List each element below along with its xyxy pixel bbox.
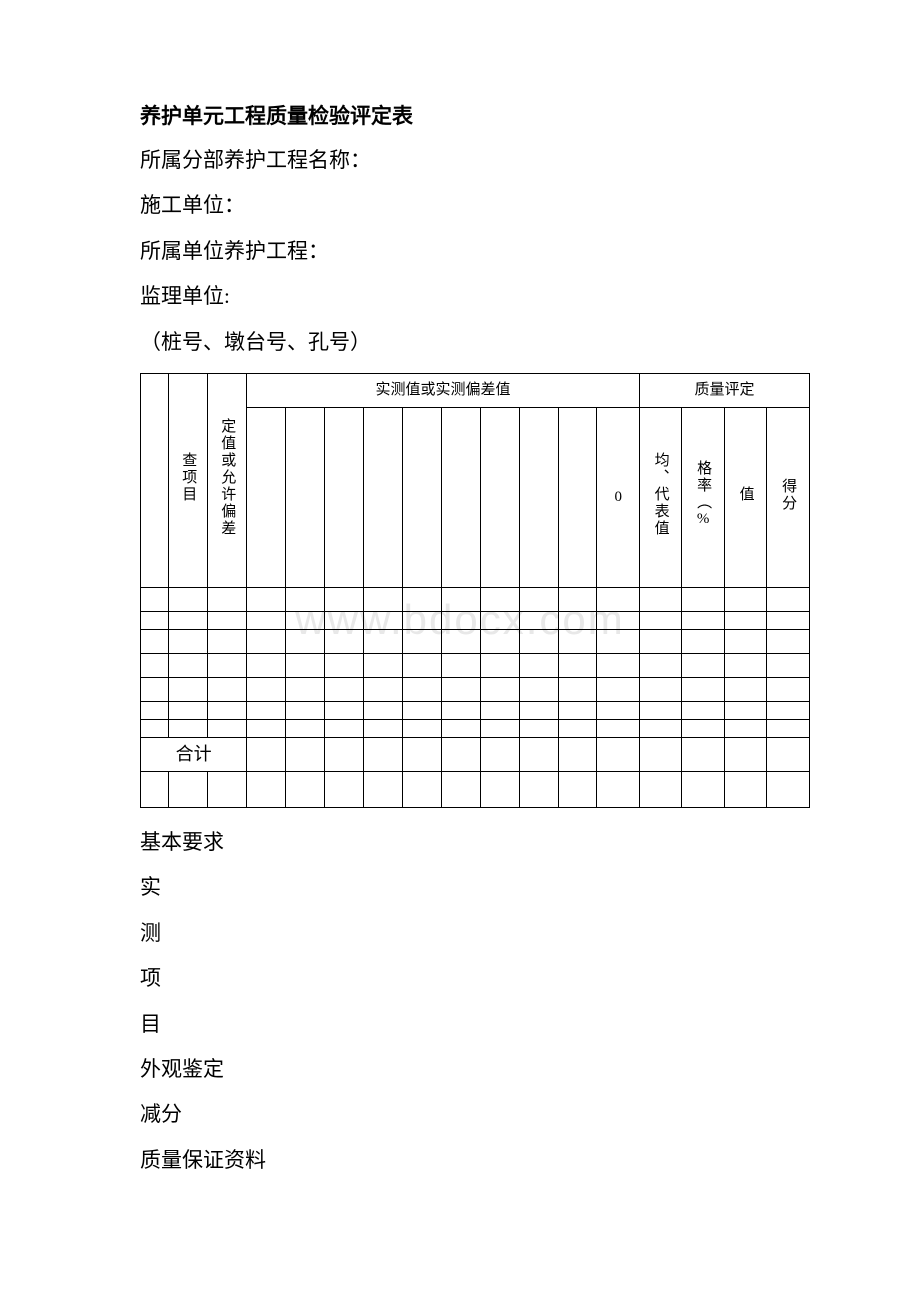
- col-header-allowance: 定值或允许偏差: [218, 418, 236, 537]
- label-ce: 测: [140, 919, 810, 948]
- table-row: [141, 677, 810, 701]
- table-total-row: 合计: [141, 737, 810, 771]
- label-mu: 目: [140, 1010, 810, 1039]
- col-header-item: 查项目: [179, 452, 197, 503]
- label-xiang: 项: [140, 964, 810, 993]
- document-content: 养护单元工程质量检验评定表 所属分部养护工程名称： 施工单位： 所属单位养护工程…: [140, 100, 810, 1175]
- table-header-row-1: 查项目 定值或允许偏差 实测值或实测偏差值 质量评定: [141, 373, 810, 407]
- table-row: [141, 611, 810, 629]
- col-header-value: 值: [737, 486, 755, 503]
- table-row: [141, 629, 810, 653]
- table-row: [141, 719, 810, 737]
- label-basic-req: 基本要求: [140, 828, 810, 857]
- table-row: [141, 771, 810, 807]
- cell-zero: 0: [597, 407, 639, 587]
- bottom-list: 基本要求 实 测 项 目 外观鉴定 减分 质量保证资料: [140, 828, 810, 1175]
- total-label: 合计: [141, 737, 247, 771]
- page-title: 养护单元工程质量检验评定表: [140, 100, 810, 130]
- col-header-measured: 实测值或实测偏差值: [247, 373, 640, 407]
- field-construction-unit: 施工单位：: [140, 191, 810, 220]
- field-maintenance-project: 所属单位养护工程：: [140, 237, 810, 266]
- table-row: [141, 701, 810, 719]
- label-deduction: 减分: [140, 1100, 810, 1129]
- field-pile-numbers: （桩号、墩台号、孔号）: [140, 328, 810, 357]
- label-shi: 实: [140, 873, 810, 902]
- label-quality-assurance: 质量保证资料: [140, 1146, 810, 1175]
- table-row: [141, 587, 810, 611]
- table-row: [141, 653, 810, 677]
- field-project-name: 所属分部养护工程名称：: [140, 146, 810, 175]
- label-appearance: 外观鉴定: [140, 1055, 810, 1084]
- col-header-rate: 格率（%: [694, 460, 712, 529]
- evaluation-table-wrap: 查项目 定值或允许偏差 实测值或实测偏差值 质量评定 0 均、代表值 格率（% …: [140, 373, 810, 808]
- col-header-avg: 均、代表值: [652, 452, 670, 537]
- field-supervision-unit: 监理单位:: [140, 282, 810, 311]
- col-header-quality: 质量评定: [639, 373, 809, 407]
- evaluation-table: 查项目 定值或允许偏差 实测值或实测偏差值 质量评定 0 均、代表值 格率（% …: [140, 373, 810, 808]
- col-header-score: 得分: [779, 478, 797, 512]
